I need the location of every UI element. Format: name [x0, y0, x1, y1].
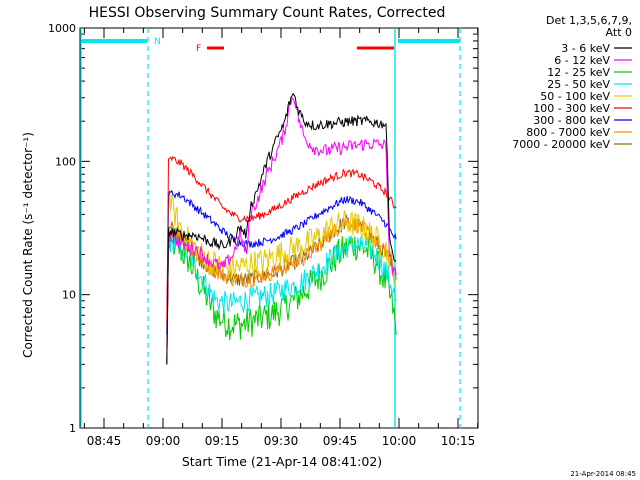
legend-label: 25 - 50 keV	[547, 78, 610, 91]
series-line-50-100-kev	[166, 192, 397, 335]
x-tick-label: 10:00	[382, 434, 417, 448]
y-tick-label: 1	[69, 422, 76, 435]
legend-header-line-2: Att 0	[606, 26, 632, 39]
footer-timestamp: 21-Apr-2014 08:45	[570, 470, 636, 478]
series-line-100-300-kev	[166, 155, 397, 325]
night-label: N	[154, 37, 161, 47]
series-line-300-800-kev	[166, 189, 397, 335]
x-tick-label: 09:15	[205, 434, 240, 448]
series-line-3-6-kev	[166, 92, 397, 365]
legend-label: 12 - 25 keV	[547, 66, 610, 79]
legend-label: 7000 - 20000 keV	[512, 138, 610, 151]
x-tick-label: 09:00	[146, 434, 181, 448]
legend-label: 6 - 12 keV	[554, 54, 610, 67]
flare-label: F	[196, 44, 201, 54]
series-line-800-7000-kev	[166, 218, 397, 348]
legend-label: 300 - 800 keV	[533, 114, 610, 127]
legend-header-line-1: Det 1,3,5,6,7,9,	[546, 14, 632, 27]
x-tick-label: 08:45	[87, 434, 122, 448]
y-axis-title: Corrected Count Rate (s⁻¹ detector⁻¹)	[21, 132, 35, 358]
x-tick-label: 10:15	[441, 434, 476, 448]
y-tick-label: 10	[62, 289, 76, 302]
legend-label: 50 - 100 keV	[540, 90, 610, 103]
x-tick-label: 09:30	[264, 434, 299, 448]
chart-title: HESSI Observing Summary Count Rates, Cor…	[89, 5, 446, 21]
x-tick-label: 09:45	[323, 434, 358, 448]
series-line-12-25-kev	[166, 226, 397, 365]
legend-label: 3 - 6 keV	[561, 42, 610, 55]
legend-label: 100 - 300 keV	[533, 102, 610, 115]
plot-frame	[79, 27, 479, 429]
plot-area: 1 10 100 1000 08:45 09:00 09:15 09:30 09:45 10:00…	[48, 22, 479, 448]
legend-label: 800 - 7000 keV	[526, 126, 610, 139]
series-line-25-50-kev	[166, 232, 397, 365]
y-tick-label: 1000	[48, 22, 76, 35]
y-tick-label: 100	[55, 155, 76, 168]
series-line-6-12-kev	[166, 96, 397, 365]
x-axis-title: Start Time (21-Apr-14 08:41:02)	[182, 454, 382, 469]
